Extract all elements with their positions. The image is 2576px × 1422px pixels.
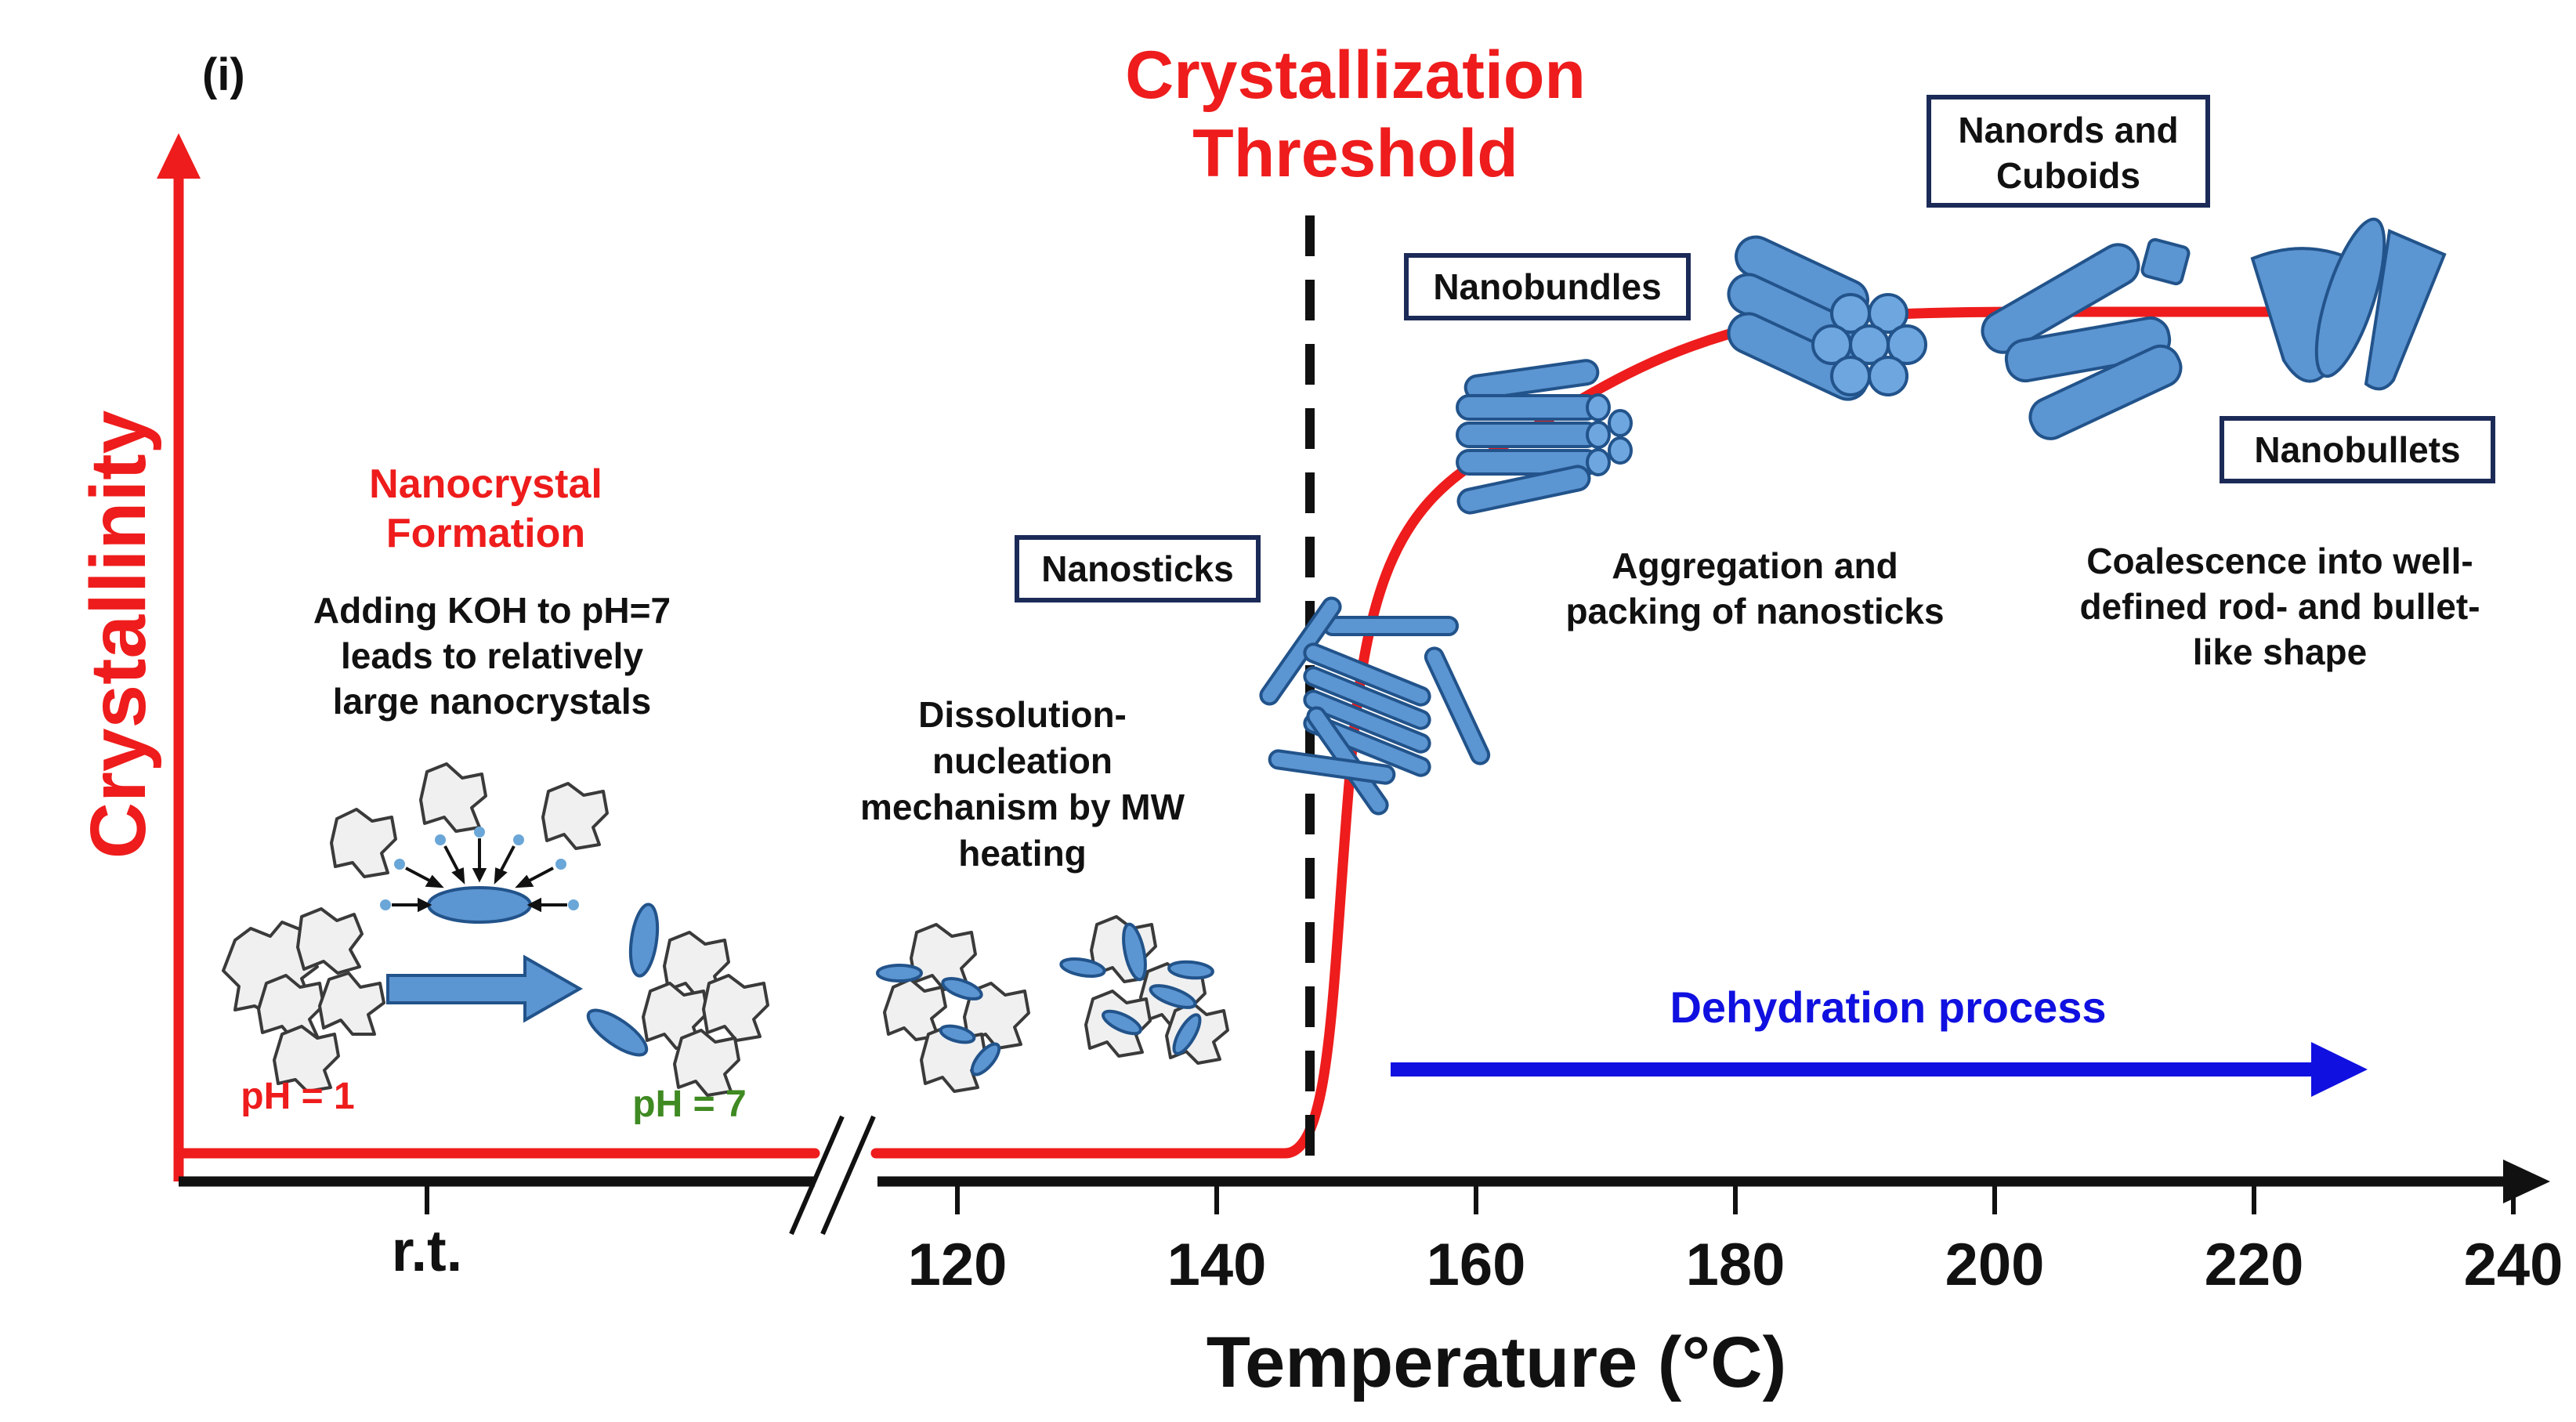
nanobundles-label: Nanobundles xyxy=(1433,266,1661,307)
nanobullets-illustration xyxy=(2250,217,2447,391)
nanobundles-box xyxy=(1404,253,1691,320)
x-tick-label: 140 xyxy=(1167,1232,1267,1298)
x-tick-label: 220 xyxy=(2205,1232,2304,1298)
nanobundles-illustration xyxy=(1456,359,1633,515)
aggregation-line2: packing of nanosticks xyxy=(1565,591,1944,631)
x-tick-label: 160 xyxy=(1427,1232,1526,1298)
x-tick-label: 240 xyxy=(2464,1232,2563,1298)
nanocrystal-title-line1: Nanocrystal xyxy=(369,461,602,507)
aggregation-line1: Aggregation and xyxy=(1612,545,1898,586)
nanocrystal-title-line2: Formation xyxy=(386,511,585,556)
aggregation-bundle-illustration xyxy=(1727,235,1927,401)
dissolution-line2: nucleation xyxy=(932,740,1113,781)
x-axis-label: Temperature (°C) xyxy=(1207,1322,1787,1402)
dissolution-line3: mechanism by MW xyxy=(860,787,1185,827)
panel-label: (i) xyxy=(202,49,245,100)
nanobullets-box xyxy=(2220,416,2495,483)
nanords-box xyxy=(1927,95,2210,208)
x-axis-tick-labels: 120 140 160 180 200 220 240 xyxy=(908,1232,2563,1298)
nanosticks-box xyxy=(1015,535,1261,602)
nanocrystal-desc-line1: Adding KOH to pH=7 xyxy=(313,590,671,631)
dissolution-line4: heating xyxy=(958,833,1087,874)
nanobullets-label: Nanobullets xyxy=(2254,429,2460,470)
threshold-title-line2: Threshold xyxy=(1192,116,1518,191)
nanosticks-label: Nanosticks xyxy=(1041,548,1233,589)
x-tick-label: 120 xyxy=(908,1232,1008,1298)
nanords-illustration xyxy=(1981,237,2191,440)
x-axis xyxy=(179,1115,2550,1236)
nanosticks-illustration xyxy=(1259,596,1491,816)
threshold-title-line1: Crystallization xyxy=(1125,38,1586,113)
dehydration-arrow xyxy=(1391,1042,2368,1097)
dissolution-line1: Dissolution- xyxy=(918,694,1127,735)
nanocrystal-desc-line2: leads to relatively xyxy=(341,635,643,676)
dehydration-label: Dehydration process xyxy=(1670,982,2106,1032)
coalescence-line1: Coalescence into well- xyxy=(2086,541,2473,581)
ph1-label: pH = 1 xyxy=(241,1076,354,1117)
dissolution-illustration xyxy=(876,915,1229,1093)
axis-break-mark xyxy=(789,1115,876,1236)
x-axis-ticks xyxy=(425,1186,2516,1214)
x-tick-label: 200 xyxy=(1945,1232,2045,1298)
ph7-label: pH = 7 xyxy=(632,1084,746,1125)
nanords-label-line2: Cuboids xyxy=(1996,155,2140,196)
coalescence-line3: like shape xyxy=(2193,631,2367,672)
nanords-label-line1: Nanords and xyxy=(1958,110,2178,150)
nanocrystal-illustration xyxy=(222,762,769,1097)
coalescence-line2: defined rod- and bullet- xyxy=(2079,586,2480,627)
process-arrow xyxy=(386,954,584,1023)
nanocrystal-desc-line3: large nanocrystals xyxy=(333,681,652,722)
x-tick-label: 180 xyxy=(1686,1232,1785,1298)
y-axis xyxy=(157,133,201,1181)
x-tick-rt: r.t. xyxy=(392,1218,462,1283)
y-axis-label: Crystallinity xyxy=(74,410,162,859)
